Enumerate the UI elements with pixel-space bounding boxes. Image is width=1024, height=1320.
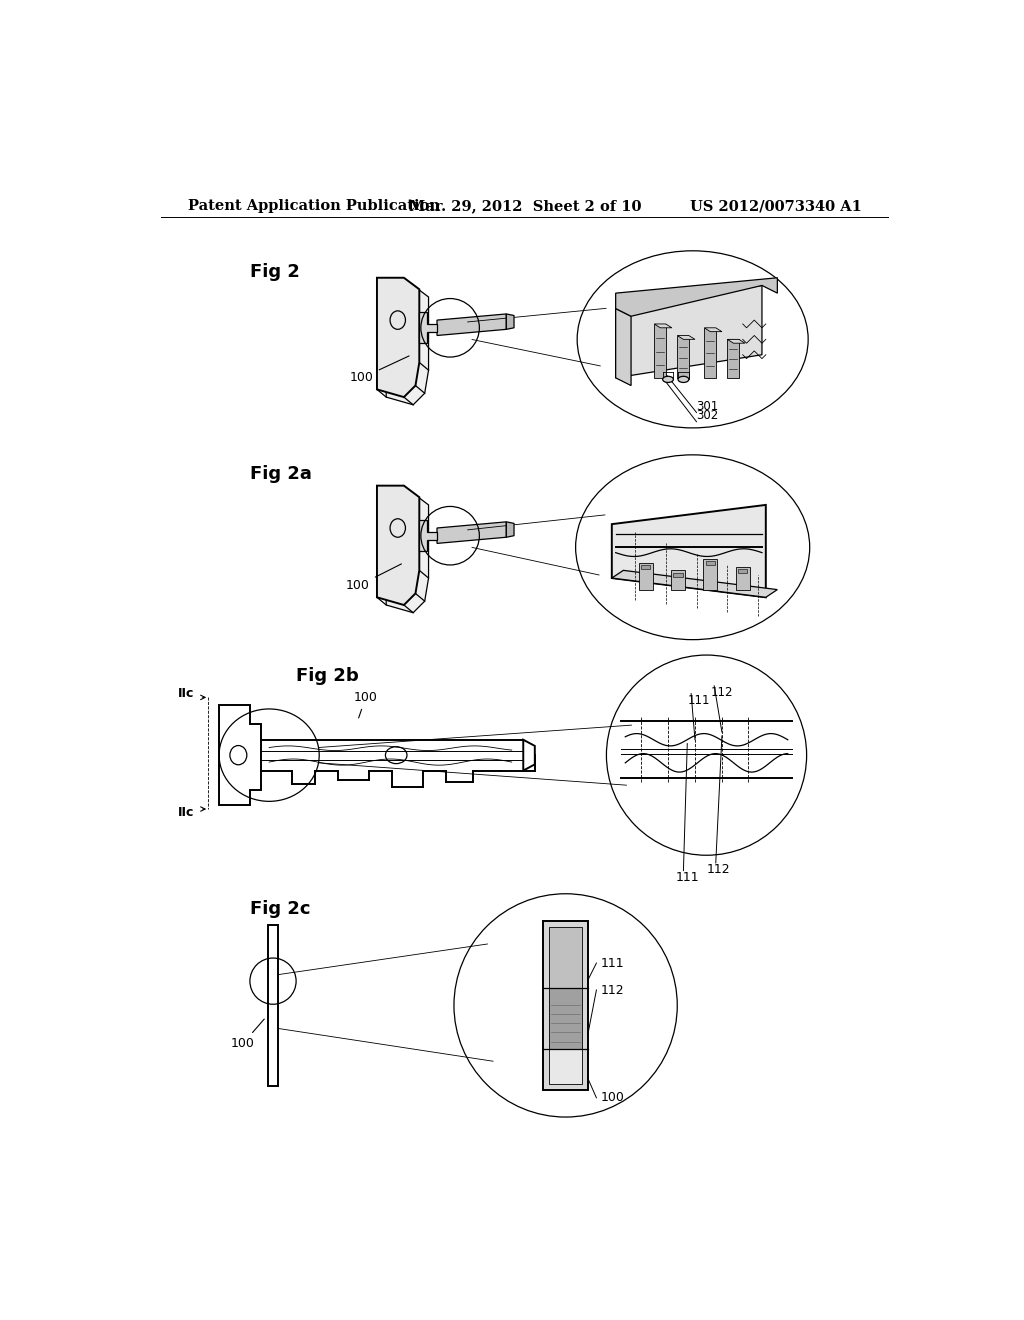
Polygon shape xyxy=(377,277,419,397)
Polygon shape xyxy=(437,314,506,335)
Polygon shape xyxy=(654,323,666,378)
Bar xyxy=(550,927,582,987)
Polygon shape xyxy=(615,285,762,378)
Text: IIc: IIc xyxy=(178,686,195,700)
Text: Fig 2a: Fig 2a xyxy=(250,465,311,483)
Polygon shape xyxy=(705,327,716,378)
Text: 100: 100 xyxy=(346,564,401,593)
Polygon shape xyxy=(736,566,750,590)
Polygon shape xyxy=(641,565,650,569)
Polygon shape xyxy=(705,327,722,331)
Polygon shape xyxy=(706,561,715,565)
Polygon shape xyxy=(639,562,652,590)
Text: 112: 112 xyxy=(600,983,624,997)
Bar xyxy=(544,921,588,1090)
Polygon shape xyxy=(611,570,777,598)
Bar xyxy=(267,924,279,1086)
Polygon shape xyxy=(674,573,683,577)
Polygon shape xyxy=(677,335,689,378)
Bar xyxy=(550,987,582,1049)
Text: 100: 100 xyxy=(230,1019,264,1051)
Text: Patent Application Publication: Patent Application Publication xyxy=(188,199,440,213)
Polygon shape xyxy=(615,277,777,317)
Polygon shape xyxy=(437,521,506,544)
Text: Mar. 29, 2012  Sheet 2 of 10: Mar. 29, 2012 Sheet 2 of 10 xyxy=(409,199,641,213)
Polygon shape xyxy=(727,339,739,378)
Text: 111: 111 xyxy=(676,871,699,883)
Polygon shape xyxy=(506,314,514,330)
Ellipse shape xyxy=(663,376,674,383)
Bar xyxy=(550,1049,582,1084)
Text: 301: 301 xyxy=(696,400,719,412)
Polygon shape xyxy=(386,285,429,405)
Text: Fig 2b: Fig 2b xyxy=(296,667,358,685)
Text: 100: 100 xyxy=(350,356,410,384)
Text: US 2012/0073340 A1: US 2012/0073340 A1 xyxy=(690,199,862,213)
Polygon shape xyxy=(419,520,437,552)
Polygon shape xyxy=(611,506,766,598)
Polygon shape xyxy=(654,323,672,327)
Polygon shape xyxy=(671,570,685,590)
Text: 302: 302 xyxy=(696,409,719,422)
Text: Fig 2c: Fig 2c xyxy=(250,900,310,919)
Text: 112: 112 xyxy=(707,863,730,876)
Polygon shape xyxy=(738,569,748,573)
Polygon shape xyxy=(677,335,695,339)
Text: 112: 112 xyxy=(711,686,733,698)
Ellipse shape xyxy=(678,376,689,383)
Text: 111: 111 xyxy=(600,957,624,970)
Text: 111: 111 xyxy=(687,693,710,706)
Polygon shape xyxy=(703,558,717,590)
Text: IIc: IIc xyxy=(178,807,195,820)
Polygon shape xyxy=(419,313,437,343)
Polygon shape xyxy=(615,309,631,385)
Polygon shape xyxy=(377,486,419,605)
Polygon shape xyxy=(506,521,514,537)
Polygon shape xyxy=(727,339,745,343)
Text: 100: 100 xyxy=(600,1092,625,1105)
Text: Fig 2: Fig 2 xyxy=(250,264,300,281)
Text: 100: 100 xyxy=(354,690,378,718)
Polygon shape xyxy=(386,494,429,612)
